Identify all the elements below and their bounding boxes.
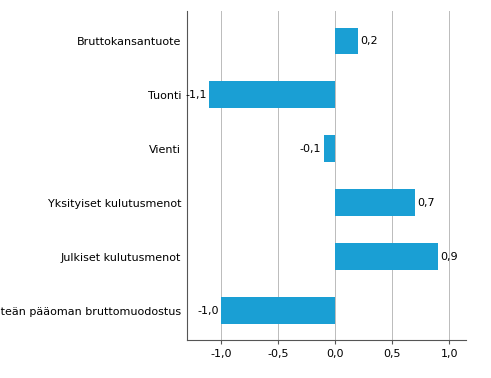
Text: 0,2: 0,2 <box>360 36 378 46</box>
Bar <box>221 297 335 324</box>
Bar <box>210 81 335 108</box>
Text: 0,9: 0,9 <box>440 252 458 262</box>
Bar <box>335 243 438 270</box>
Bar <box>335 189 415 216</box>
Bar <box>335 28 358 54</box>
Text: -0,1: -0,1 <box>300 144 322 154</box>
Text: -1,1: -1,1 <box>186 90 207 100</box>
Bar <box>324 135 335 162</box>
Text: -1,0: -1,0 <box>197 305 218 316</box>
Text: 0,7: 0,7 <box>417 198 435 208</box>
